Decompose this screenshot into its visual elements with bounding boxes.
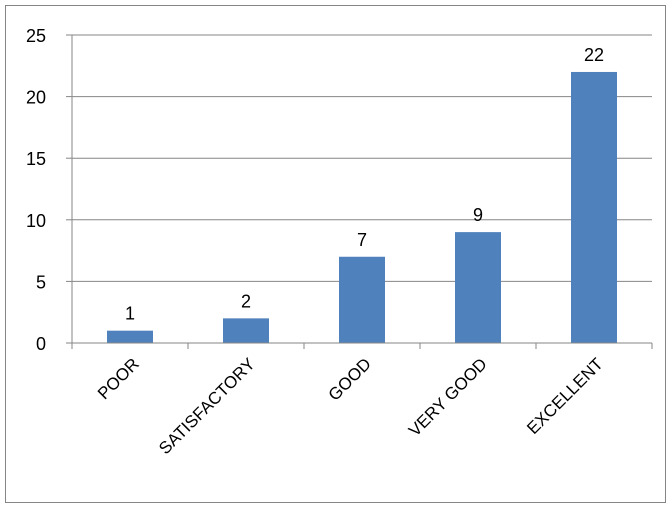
data-label: 1: [125, 304, 135, 324]
axes: [66, 34, 653, 349]
data-label: 22: [584, 45, 604, 65]
bars: [107, 71, 617, 344]
y-tick-label: 10: [26, 211, 46, 231]
data-label: 9: [473, 205, 483, 225]
bar: [223, 318, 269, 343]
bar: [339, 256, 385, 343]
bar: [455, 232, 501, 343]
bar: [107, 330, 153, 343]
data-label: 2: [241, 291, 251, 311]
y-tick-label: 0: [36, 334, 46, 354]
data-label: 7: [357, 230, 367, 250]
chart-border: [5, 5, 666, 503]
bar: [571, 71, 617, 344]
y-tick-label: 5: [36, 272, 46, 292]
data-labels: 1 2 7 9 22: [125, 45, 604, 324]
y-axis-tick-labels: 0 5 10 15 20 25: [26, 26, 46, 354]
gridlines: [72, 34, 652, 282]
y-tick-label: 25: [26, 26, 46, 46]
y-tick-label: 20: [26, 88, 46, 108]
y-tick-label: 15: [26, 149, 46, 169]
